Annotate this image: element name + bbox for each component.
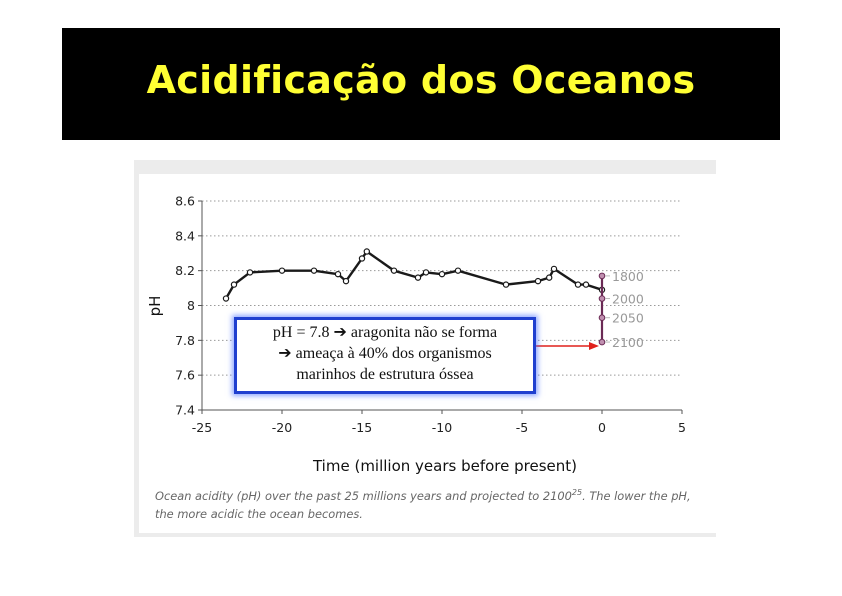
data-point <box>222 295 230 302</box>
slide-title: Acidificação dos Oceanos <box>146 58 696 102</box>
y-tick-label: 8.2 <box>175 263 195 278</box>
projection-label: 2050 <box>612 311 644 326</box>
data-point <box>414 274 422 281</box>
callout-line-1: pH = 7.8 ➔ aragonita não se forma <box>272 324 498 341</box>
x-tick-label: -10 <box>432 420 452 435</box>
data-point <box>582 281 590 288</box>
caption-reference: 25 <box>571 488 583 497</box>
x-tick-label: -15 <box>352 420 372 435</box>
callout-line-2: ➔ ameaça à 40% dos organismos <box>278 345 492 362</box>
y-tick-label: 8.4 <box>175 228 195 243</box>
data-point <box>546 274 553 281</box>
callout-arrowhead <box>589 342 599 350</box>
caption-text-before: Ocean acidity (pH) over the past 25 mill… <box>155 488 572 503</box>
figure-bottom-edge <box>134 533 716 537</box>
x-tick-label: -25 <box>192 420 212 435</box>
x-tick-label: 0 <box>598 420 606 435</box>
data-point <box>574 281 582 288</box>
data-point <box>550 265 558 273</box>
y-tick-label: 8.6 <box>175 194 195 209</box>
data-point <box>438 270 446 278</box>
projection-point <box>598 338 606 346</box>
data-point <box>278 267 286 274</box>
data-point <box>363 248 370 255</box>
chart-figure <box>134 160 716 537</box>
data-point <box>390 267 398 274</box>
projection-point <box>598 272 606 280</box>
projection-label: 2000 <box>612 292 644 307</box>
data-point <box>502 281 510 288</box>
y-axis-label: pH <box>146 296 164 317</box>
x-tick-label: -5 <box>516 420 528 435</box>
data-point <box>534 277 542 285</box>
projection-point <box>598 314 606 321</box>
figure-caption: Ocean acidity (pH) over the past 25 mill… <box>155 484 707 523</box>
data-point <box>422 269 430 276</box>
x-axis-label: Time (million years before present) <box>312 457 577 475</box>
callout-box: pH = 7.8 ➔ aragonita não se forma ➔ amea… <box>234 317 536 394</box>
caption-text-after: . The lower the pH, the more acidic the … <box>155 488 691 521</box>
data-point <box>454 267 462 274</box>
data-point <box>334 270 342 278</box>
axes <box>198 200 683 414</box>
projection-group: 1800 2000 2050 2100 <box>598 269 644 350</box>
y-tick-label: 7.8 <box>175 333 195 348</box>
title-bar: Acidificação dos Oceanos <box>62 28 780 140</box>
series-line <box>224 250 603 300</box>
data-point <box>230 281 238 288</box>
y-tick-label: 7.6 <box>175 368 195 383</box>
x-tick-label: -20 <box>272 420 292 435</box>
tick-labels: 7.4 7.6 7.8 8 8.2 8.4 8.6 -25 -20 -15 -10 -5 0 5 <box>175 194 686 436</box>
data-point <box>246 269 254 276</box>
series-group <box>222 248 606 302</box>
data-point <box>342 277 350 285</box>
data-point <box>358 255 366 262</box>
callout-line-3: marinhos de estrutura óssea <box>296 366 474 383</box>
data-point <box>310 267 318 274</box>
projection-point <box>598 295 606 302</box>
projection-label: 2100 <box>612 335 644 350</box>
y-tick-label: 7.4 <box>175 403 195 418</box>
projection-label: 1800 <box>612 269 644 284</box>
x-tick-label: 5 <box>678 420 686 435</box>
y-tick-label: 8 <box>187 298 195 313</box>
